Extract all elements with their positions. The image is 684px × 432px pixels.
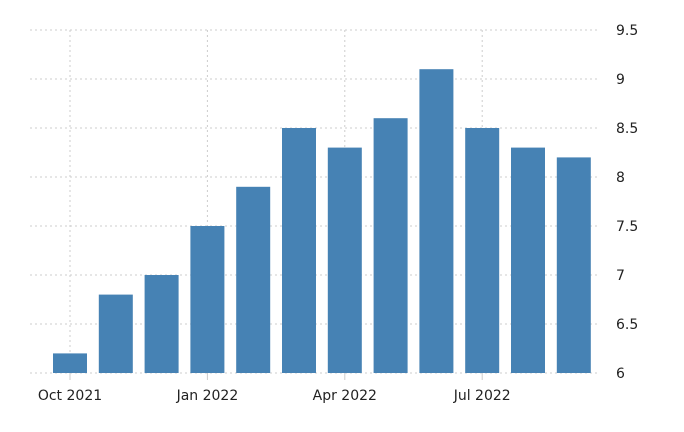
bar-jun-2022 (419, 69, 454, 373)
bar-oct-2021 (53, 353, 87, 373)
y-tick-label: 9 (616, 72, 625, 88)
y-tick-label: 7 (616, 268, 625, 284)
bar-jul-2022 (465, 128, 500, 373)
bar-dec-2021 (144, 275, 179, 373)
x-tick-label: Oct 2021 (38, 388, 102, 404)
bar-mar-2022 (282, 128, 316, 373)
bar-may-2022 (373, 118, 408, 373)
y-tick-label: 7.5 (616, 219, 638, 235)
bar-feb-2022 (236, 186, 271, 373)
bar-jan-2022 (190, 226, 225, 373)
x-tick-label: Jan 2022 (176, 388, 239, 404)
x-tick-label: Apr 2022 (313, 388, 377, 404)
bar-apr-2022 (327, 147, 362, 373)
y-tick-label: 9.5 (616, 23, 638, 39)
bar-aug-2022 (511, 147, 545, 373)
bar-nov-2021 (98, 294, 133, 373)
bar-sep-2022 (556, 157, 591, 373)
y-tick-label: 6 (616, 366, 625, 382)
x-tick-label: Jul 2022 (453, 388, 511, 404)
y-tick-label: 8 (616, 170, 625, 186)
y-tick-label: 6.5 (616, 317, 638, 333)
y-tick-label: 8.5 (616, 121, 638, 137)
